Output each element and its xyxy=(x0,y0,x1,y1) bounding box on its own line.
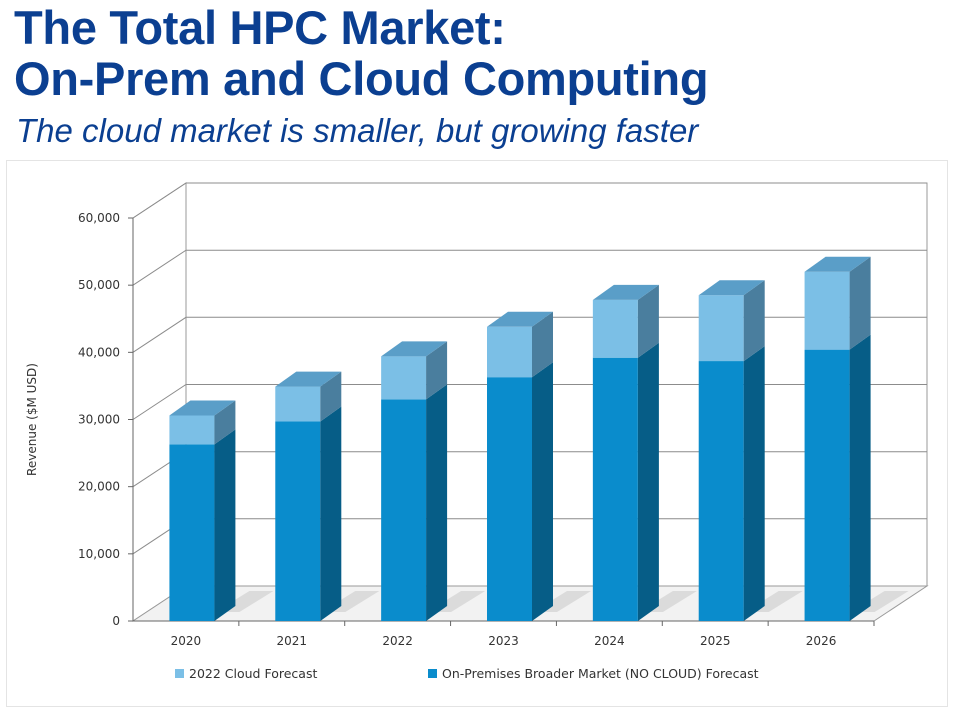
bar-front xyxy=(698,295,744,362)
x-tick-label: 2021 xyxy=(277,634,308,648)
bar-front xyxy=(275,386,321,422)
bar-front xyxy=(487,377,532,621)
bar-side xyxy=(532,362,553,621)
bar-top xyxy=(698,280,765,296)
bar-side xyxy=(743,280,765,362)
gridline xyxy=(132,316,927,353)
bar-segment xyxy=(381,384,448,621)
bar-side xyxy=(214,429,236,621)
bar-segment xyxy=(592,284,659,358)
y-tick-label: 40,000 xyxy=(78,345,120,359)
y-tick-label: 50,000 xyxy=(78,278,120,292)
bar-front xyxy=(169,415,215,445)
title-line-2: On-Prem and Cloud Computing xyxy=(14,52,709,105)
bar-side xyxy=(426,341,448,400)
bar-top xyxy=(381,341,448,357)
x-tick-label: 2022 xyxy=(382,634,413,648)
bar-side xyxy=(532,311,553,378)
y-tick-label: 60,000 xyxy=(78,211,120,225)
x-tick-label: 2020 xyxy=(171,634,202,648)
bar-top xyxy=(487,311,553,327)
bar-top xyxy=(804,256,871,272)
x-tick-label: 2023 xyxy=(488,634,519,648)
bar-segment xyxy=(381,341,448,400)
bar-top xyxy=(275,371,342,387)
gridline xyxy=(132,182,927,219)
y-tick-label: 30,000 xyxy=(78,413,120,427)
bar-front xyxy=(804,349,850,621)
bar-segment xyxy=(487,311,553,378)
bar-front xyxy=(592,357,638,621)
bar-segment xyxy=(804,334,871,621)
bar-front xyxy=(804,271,850,350)
bar-segment xyxy=(275,371,342,422)
bar-segment xyxy=(275,406,342,621)
bar-side xyxy=(637,342,659,621)
gridline xyxy=(132,249,927,286)
x-tick-label: 2026 xyxy=(806,634,837,648)
x-tick-label: 2024 xyxy=(594,634,625,648)
bar-segment xyxy=(169,400,236,445)
y-tick-label: 0 xyxy=(112,614,120,628)
bar-side xyxy=(849,256,871,350)
y-axis-label: Revenue ($M USD) xyxy=(25,363,39,476)
page-title: The Total HPC Market: On-Prem and Cloud … xyxy=(14,1,709,105)
bar-front xyxy=(487,326,532,378)
legend-swatch xyxy=(175,669,184,678)
bar-segment xyxy=(169,429,236,621)
bar-side xyxy=(214,400,236,445)
y-tick-label: 20,000 xyxy=(78,480,120,494)
bar-segment xyxy=(698,280,765,362)
bar-front xyxy=(169,444,215,621)
bar-segment xyxy=(592,342,659,621)
bar-front xyxy=(381,356,427,400)
bar-segment xyxy=(804,256,871,350)
legend-swatch xyxy=(428,669,437,678)
bar-side xyxy=(849,334,871,621)
y-tick-label: 10,000 xyxy=(78,547,120,561)
legend-label: 2022 Cloud Forecast xyxy=(189,666,317,681)
bar-top xyxy=(592,284,659,300)
title-line-1: The Total HPC Market: xyxy=(14,1,506,54)
legend-label: On-Premises Broader Market (NO CLOUD) Fo… xyxy=(442,666,759,681)
bar-segment xyxy=(487,362,553,621)
bar-side xyxy=(743,346,765,621)
bar-front xyxy=(698,361,744,621)
page-subtitle: The cloud market is smaller, but growing… xyxy=(16,112,699,149)
bar-side xyxy=(637,284,659,358)
bar-front xyxy=(275,421,321,621)
bar-segment xyxy=(698,346,765,621)
x-tick-label: 2025 xyxy=(700,634,731,648)
gridline xyxy=(132,384,927,420)
bar-side xyxy=(320,371,342,422)
bar-top xyxy=(169,400,236,416)
bar-front xyxy=(592,299,638,358)
bar-side xyxy=(320,406,342,621)
bar-front xyxy=(381,399,427,621)
bar-side xyxy=(426,384,448,621)
